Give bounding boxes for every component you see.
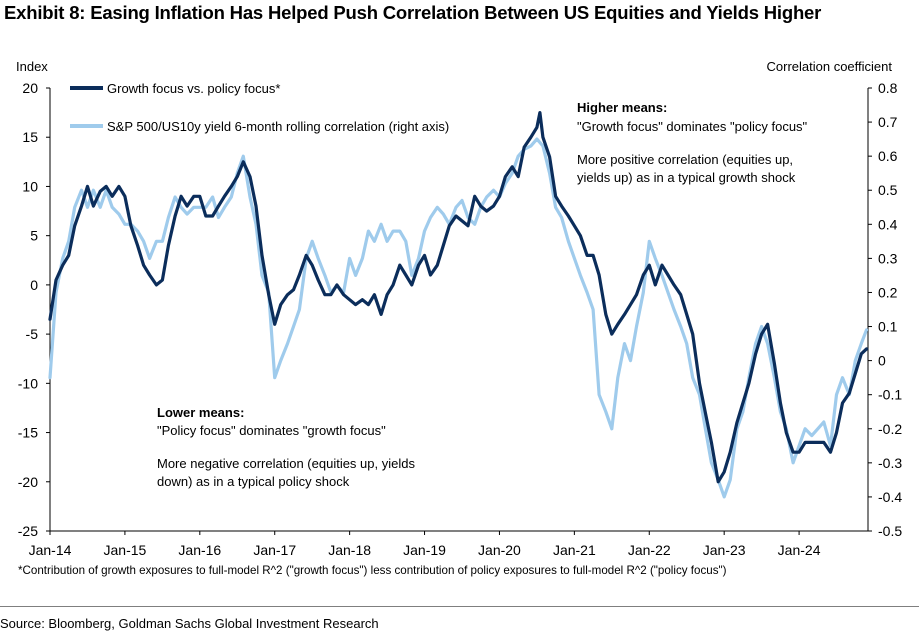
series-line-growth-focus xyxy=(48,111,869,484)
right-tick-label: -0.3 xyxy=(878,455,902,471)
footnote: *Contribution of growth exposures to ful… xyxy=(18,564,727,577)
left-tick-label: -25 xyxy=(18,523,38,539)
annotation-higher-title: Higher means: xyxy=(577,100,667,115)
x-tick-label: Jan-16 xyxy=(178,542,221,558)
x-tick-label: Jan-18 xyxy=(328,542,371,558)
chart-title: Exhibit 8: Easing Inflation Has Helped P… xyxy=(4,2,822,23)
x-tick-label: Jan-20 xyxy=(478,542,521,558)
right-tick-label: -0.5 xyxy=(878,523,902,539)
source-note: Source: Bloomberg, Goldman Sachs Global … xyxy=(0,616,379,631)
left-tick-label: 10 xyxy=(22,178,38,194)
left-tick-label: -15 xyxy=(18,425,38,441)
left-tick-label: -10 xyxy=(18,375,38,391)
right-tick-label: 0.1 xyxy=(878,319,898,335)
x-tick-label: Jan-15 xyxy=(104,542,147,558)
annotation-higher-line3: yields up) as in a typical growth shock xyxy=(577,170,796,185)
right-tick-label: 0.3 xyxy=(878,250,898,266)
x-tick-label: Jan-17 xyxy=(253,542,296,558)
annotation-higher-line2: More positive correlation (equities up, xyxy=(577,152,793,167)
right-tick-label: -0.4 xyxy=(878,489,902,505)
left-tick-label: 15 xyxy=(22,129,38,145)
x-tick-label: Jan-19 xyxy=(403,542,446,558)
source-divider xyxy=(0,606,919,607)
x-tick-label: Jan-21 xyxy=(553,542,596,558)
right-axis-ticks: 0.8 0.7 0.6 0.5 0.4 0.3 0.2 0.1 0 -0.1 -0.2 -0.3 -0.… xyxy=(868,80,902,539)
left-axis-ticks: 20 15 10 5 0 -5 -10 -15 -20 -25 xyxy=(18,80,50,539)
right-tick-label: 0.5 xyxy=(878,182,898,198)
annotation-lower-line1: "Policy focus" dominates "growth focus" xyxy=(157,423,386,438)
left-tick-label: 5 xyxy=(30,228,38,244)
annotation-higher: Higher means: "Growth focus" dominates "… xyxy=(577,100,808,185)
annotation-higher-line1: "Growth focus" dominates "policy focus" xyxy=(577,119,808,134)
right-tick-label: 0 xyxy=(878,353,886,369)
series-line-correlation xyxy=(48,137,869,499)
annotation-lower: Lower means: "Policy focus" dominates "g… xyxy=(157,405,415,489)
legend-label-correlation: S&P 500/US10y yield 6-month rolling corr… xyxy=(107,119,449,134)
left-tick-label: 0 xyxy=(30,277,38,293)
x-tick-label: Jan-14 xyxy=(29,542,72,558)
right-tick-label: -0.1 xyxy=(878,387,902,403)
x-tick-label: Jan-22 xyxy=(628,542,671,558)
right-tick-label: 0.7 xyxy=(878,114,898,130)
series-layer xyxy=(48,111,869,499)
right-tick-label: 0.8 xyxy=(878,80,898,96)
right-axis-label: Correlation coefficient xyxy=(767,59,893,74)
left-tick-label: -5 xyxy=(26,326,39,342)
legend: Growth focus vs. policy focus* S&P 500/U… xyxy=(70,81,449,134)
right-tick-label: 0.2 xyxy=(878,284,898,300)
left-tick-label: -20 xyxy=(18,474,38,490)
x-axis-ticks: Jan-14 Jan-15 Jan-16 Jan-17 Jan-18 Jan-19 Jan-… xyxy=(29,531,821,558)
legend-label-growth: Growth focus vs. policy focus* xyxy=(107,81,280,96)
right-tick-label: 0.6 xyxy=(878,148,898,164)
annotation-lower-title: Lower means: xyxy=(157,405,244,420)
annotation-lower-line2: More negative correlation (equities up, … xyxy=(157,456,415,471)
annotation-lower-line3: down) as in a typical policy shock xyxy=(157,474,350,489)
x-tick-label: Jan-24 xyxy=(778,542,821,558)
x-tick-label: Jan-23 xyxy=(703,542,746,558)
right-tick-label: -0.2 xyxy=(878,421,902,437)
left-axis-label: Index xyxy=(16,59,48,74)
right-tick-label: 0.4 xyxy=(878,216,898,232)
left-tick-label: 20 xyxy=(22,80,38,96)
